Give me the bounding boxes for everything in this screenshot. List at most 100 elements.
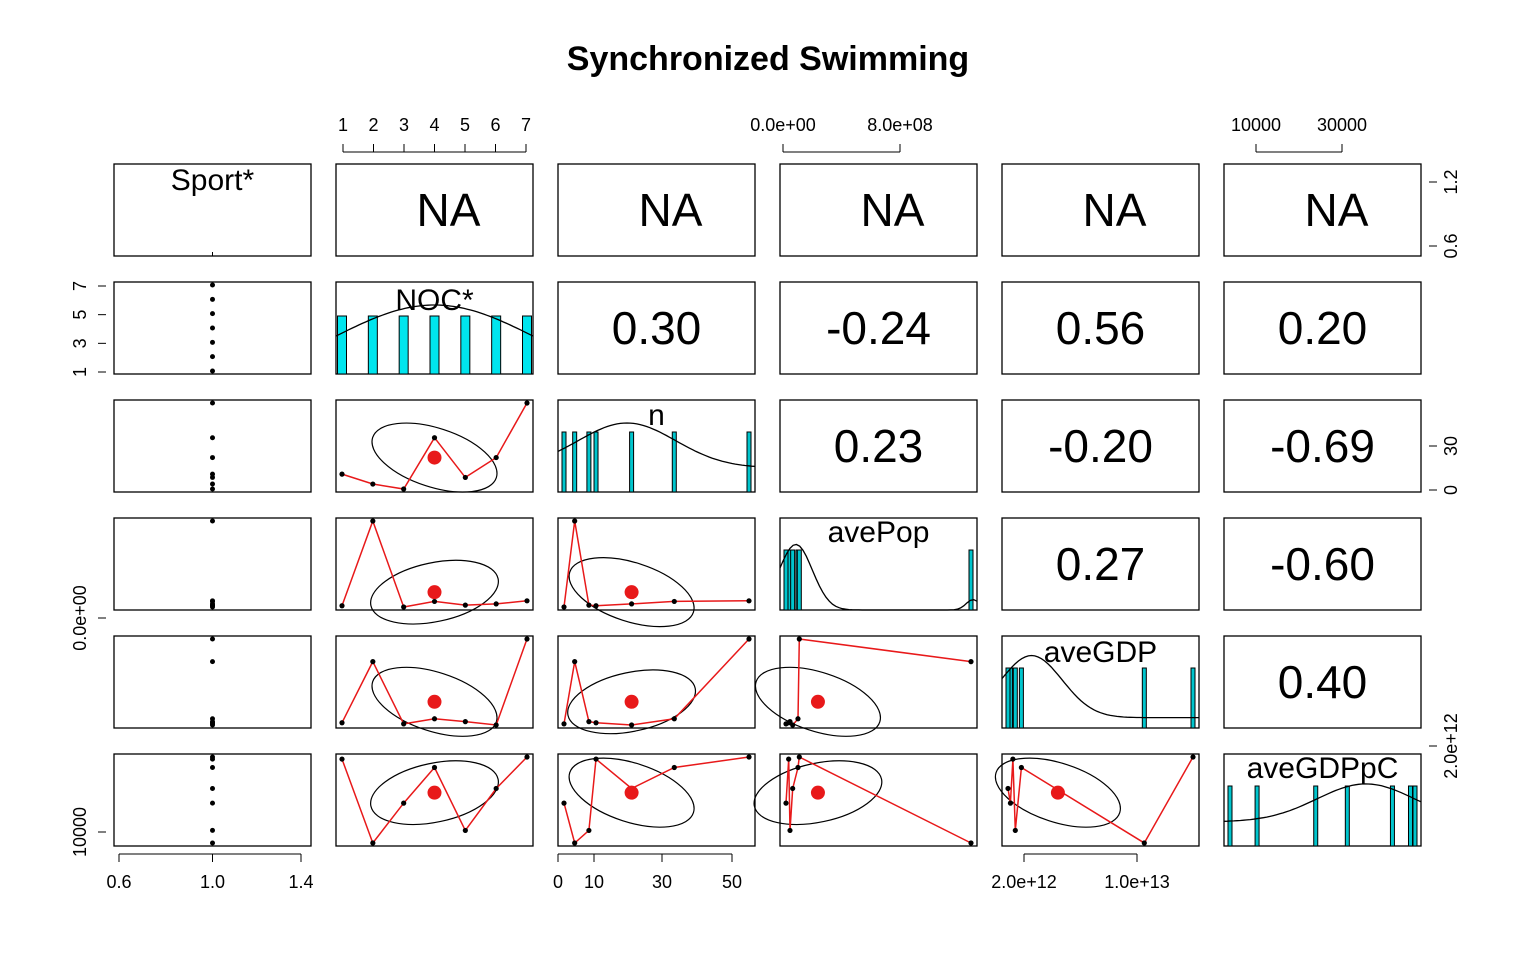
scatter-point	[1141, 840, 1147, 846]
mean-point	[427, 450, 442, 465]
scatter-point	[431, 598, 438, 605]
sport-strip-point	[210, 636, 215, 642]
scatter-point	[561, 800, 567, 806]
sport-strip-point	[210, 722, 215, 728]
correlation-value: 0.27	[1056, 538, 1146, 590]
top-tick-label: 1	[338, 115, 348, 135]
sport-strip-point	[210, 827, 215, 833]
top-tick-label: 3	[399, 115, 409, 135]
correlation-value: 0.56	[1056, 302, 1146, 354]
scatter-point	[787, 827, 793, 834]
histogram-bar	[1254, 785, 1260, 847]
sport-strip-point	[210, 435, 215, 441]
scatter-point	[586, 719, 592, 725]
top-tick-label: 8.0e+08	[867, 115, 933, 135]
panel-frame-r1c2	[557, 281, 756, 375]
histogram-bar	[1407, 785, 1413, 847]
loess-smooth-line	[341, 638, 528, 726]
histogram-bar	[593, 431, 599, 493]
panel-frame-r3c4	[1001, 517, 1200, 611]
sport-strip-point	[210, 325, 215, 331]
scatter-point	[431, 435, 438, 441]
panel-frame-r5c1	[335, 753, 534, 847]
top-tick-label: 5	[460, 115, 470, 135]
scatter-point	[572, 840, 578, 846]
left-tick-label: 5	[70, 310, 90, 320]
loess-smooth-line	[341, 402, 528, 490]
left-tick-label: 7	[70, 281, 90, 291]
scatter-point	[401, 486, 407, 492]
sport-strip-point	[210, 840, 215, 846]
scatter-point	[796, 754, 802, 760]
histogram-bar	[367, 315, 378, 375]
bottom-tick-label: 50	[722, 872, 742, 892]
sport-strip-point	[210, 368, 215, 374]
correlation-ellipse	[370, 559, 499, 625]
scatter-point	[1007, 800, 1014, 806]
scatter-point	[790, 785, 796, 792]
panel-frame-r1c5	[1223, 281, 1422, 375]
correlation-ellipse	[567, 669, 697, 735]
scatter-point	[401, 721, 407, 727]
correlation-ellipse	[994, 757, 1121, 828]
panel-frame-r5c3	[779, 753, 978, 847]
scatter-point	[795, 716, 801, 722]
sport-strip-point	[210, 754, 215, 760]
histogram-bar	[337, 315, 347, 375]
sport-strip-point	[210, 486, 215, 492]
histogram-bar	[572, 431, 578, 493]
mean-point	[1050, 785, 1065, 800]
scatter-point	[1010, 756, 1016, 762]
density-curve	[335, 304, 534, 337]
scatter-point	[524, 598, 530, 604]
panel-frame-r4c3	[779, 635, 978, 729]
density-curve	[779, 543, 978, 611]
mean-point	[427, 694, 442, 709]
diag-label-avePop: avePop	[828, 516, 930, 549]
chart-title: Synchronized Swimming	[567, 40, 969, 78]
panel-frame-r3c2	[557, 517, 756, 611]
panel-frame-r5c0	[113, 753, 312, 847]
top-tick-label: 0.0e+00	[750, 115, 816, 135]
histogram-bar	[1018, 667, 1024, 729]
correlation-value: 0.20	[1278, 302, 1368, 354]
scatter-point	[524, 400, 530, 406]
scatter-point	[561, 604, 567, 610]
histogram-bar	[522, 315, 532, 375]
correlation-ellipse	[371, 422, 498, 493]
histogram-bar	[491, 315, 502, 375]
scatter-point	[795, 764, 801, 771]
sport-strip-point	[210, 598, 215, 604]
sport-strip-point	[210, 800, 215, 806]
scatter-point	[586, 827, 592, 834]
correlation-value: 0.30	[612, 302, 702, 354]
scatter-point	[401, 800, 407, 806]
panel-frame-r0c3	[779, 163, 978, 257]
panel-frame-r4c1	[335, 635, 534, 729]
bottom-tick-label: 10	[584, 872, 604, 892]
scatter-point	[796, 636, 802, 642]
scatter-point	[431, 764, 438, 771]
correlation-value: -0.24	[826, 302, 931, 354]
scatter-point	[493, 785, 499, 792]
mean-point	[810, 785, 825, 800]
scatter-point	[786, 756, 792, 762]
scatter-point	[462, 474, 468, 481]
panel-frame-r0c4	[1001, 163, 1200, 257]
correlation-value: NA	[861, 184, 925, 236]
histogram-bar	[1141, 667, 1147, 729]
diag-label-n: n	[648, 399, 665, 432]
sport-strip-point	[210, 400, 215, 406]
sport-strip-point	[210, 659, 215, 665]
scatter-point	[524, 636, 530, 642]
bottom-tick-label: 2.0e+12	[991, 872, 1057, 892]
scatter-point	[370, 518, 376, 524]
panel-frame-r0c5	[1223, 163, 1422, 257]
diag-label-sport: Sport*	[171, 164, 255, 197]
sport-strip-point	[210, 474, 215, 480]
scatter-point	[370, 840, 376, 846]
scatter-point	[783, 721, 789, 727]
scatter-point	[339, 603, 345, 609]
correlation-value: NA	[417, 184, 481, 236]
